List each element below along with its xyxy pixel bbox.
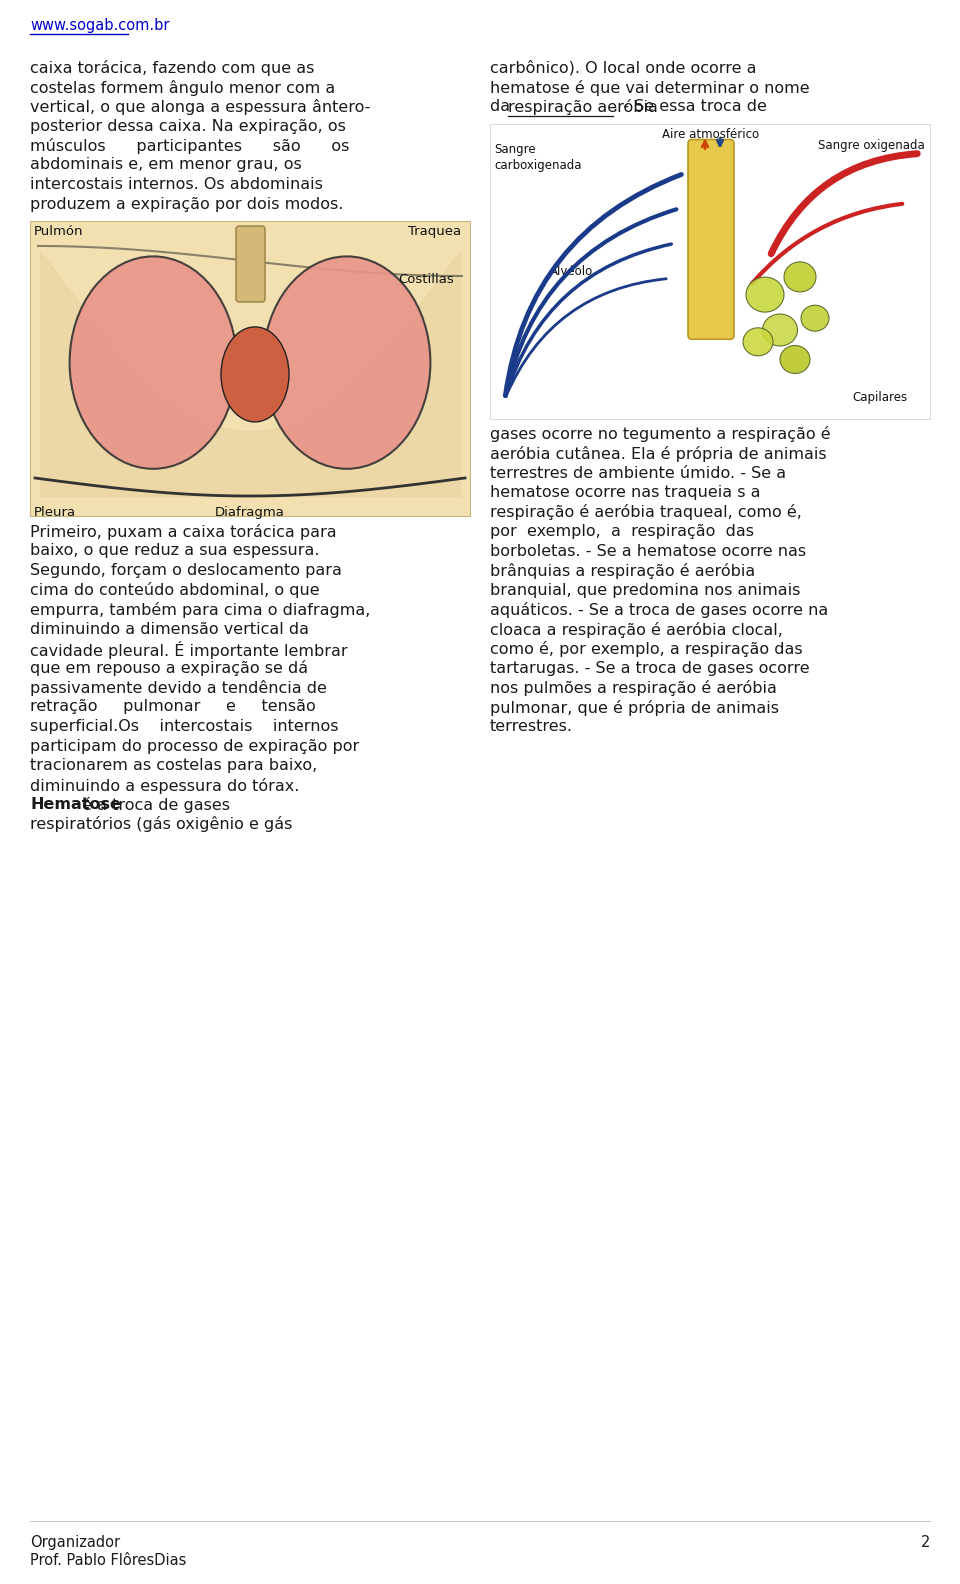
FancyBboxPatch shape xyxy=(30,222,470,516)
Text: Primeiro, puxam a caixa torácica para: Primeiro, puxam a caixa torácica para xyxy=(30,524,337,540)
Text: participam do processo de expiração por: participam do processo de expiração por xyxy=(30,738,359,754)
Text: Organizador: Organizador xyxy=(30,1535,120,1551)
Text: empurra, também para cima o diafragma,: empurra, também para cima o diafragma, xyxy=(30,602,371,618)
Ellipse shape xyxy=(762,314,798,345)
FancyBboxPatch shape xyxy=(236,227,265,303)
Text: hematose é que vai determinar o nome: hematose é que vai determinar o nome xyxy=(490,79,809,95)
Text: Alvéolo: Alvéolo xyxy=(550,265,593,279)
Text: por  exemplo,  a  respiração  das: por exemplo, a respiração das xyxy=(490,524,754,539)
Text: é a troca de gases: é a troca de gases xyxy=(77,797,229,813)
Text: pulmonar, que é própria de animais: pulmonar, que é própria de animais xyxy=(490,700,779,716)
Text: Capilares: Capilares xyxy=(852,391,907,404)
Text: Costillas: Costillas xyxy=(398,272,454,287)
Text: retração     pulmonar     e     tensão: retração pulmonar e tensão xyxy=(30,700,316,714)
Text: da: da xyxy=(490,98,516,114)
Text: cima do conteúdo abdominal, o que: cima do conteúdo abdominal, o que xyxy=(30,583,320,599)
Text: Diafragma: Diafragma xyxy=(215,505,285,520)
Text: Pulmón: Pulmón xyxy=(34,225,84,238)
Text: tracionarem as costelas para baixo,: tracionarem as costelas para baixo, xyxy=(30,759,317,773)
Text: branquial, que predomina nos animais: branquial, que predomina nos animais xyxy=(490,583,801,597)
Text: . - Se essa troca de: . - Se essa troca de xyxy=(612,98,766,114)
Text: diminuindo a dimensão vertical da: diminuindo a dimensão vertical da xyxy=(30,621,309,637)
Text: tartarugas. - Se a troca de gases ocorre: tartarugas. - Se a troca de gases ocorre xyxy=(490,661,809,675)
Ellipse shape xyxy=(743,328,773,356)
Ellipse shape xyxy=(221,326,289,421)
Text: produzem a expiração por dois modos.: produzem a expiração por dois modos. xyxy=(30,196,344,212)
Text: músculos      participantes      são      os: músculos participantes são os xyxy=(30,138,349,154)
Text: como é, por exemplo, a respiração das: como é, por exemplo, a respiração das xyxy=(490,642,803,657)
Text: borboletas. - Se a hematose ocorre nas: borboletas. - Se a hematose ocorre nas xyxy=(490,543,806,559)
Ellipse shape xyxy=(780,345,810,374)
Ellipse shape xyxy=(801,306,829,331)
Text: Aire atmosférico: Aire atmosférico xyxy=(662,127,759,141)
Text: Sangre oxigenada: Sangre oxigenada xyxy=(818,139,924,152)
Text: brânquias a respiração é aeróbia: brânquias a respiração é aeróbia xyxy=(490,562,756,580)
Text: terrestres.: terrestres. xyxy=(490,719,573,733)
Text: terrestres de ambiente úmido. - Se a: terrestres de ambiente úmido. - Se a xyxy=(490,466,786,480)
Ellipse shape xyxy=(263,257,430,469)
FancyBboxPatch shape xyxy=(490,124,930,418)
Text: respiração aeróbia: respiração aeróbia xyxy=(508,98,658,116)
Text: diminuindo a espessura do tórax.: diminuindo a espessura do tórax. xyxy=(30,778,300,794)
Text: intercostais internos. Os abdominais: intercostais internos. Os abdominais xyxy=(30,177,323,192)
Ellipse shape xyxy=(746,277,784,312)
Text: Pleura: Pleura xyxy=(34,505,76,520)
Text: cavidade pleural. É importante lembrar: cavidade pleural. É importante lembrar xyxy=(30,642,348,659)
Text: que em repouso a expiração se dá: que em repouso a expiração se dá xyxy=(30,661,308,676)
Text: aeróbia cutânea. Ela é própria de animais: aeróbia cutânea. Ela é própria de animai… xyxy=(490,447,827,463)
Text: superficial.Os    intercostais    internos: superficial.Os intercostais internos xyxy=(30,719,339,733)
Text: passivamente devido a tendência de: passivamente devido a tendência de xyxy=(30,680,326,695)
Text: aquáticos. - Se a troca de gases ocorre na: aquáticos. - Se a troca de gases ocorre … xyxy=(490,602,828,618)
Text: Sangre
carboxigenada: Sangre carboxigenada xyxy=(494,144,582,173)
Text: caixa torácica, fazendo com que as: caixa torácica, fazendo com que as xyxy=(30,60,314,76)
Text: Prof. Pablo FlôresDias: Prof. Pablo FlôresDias xyxy=(30,1552,186,1568)
Text: cloaca a respiração é aeróbia clocal,: cloaca a respiração é aeróbia clocal, xyxy=(490,621,782,637)
Ellipse shape xyxy=(784,261,816,291)
FancyBboxPatch shape xyxy=(688,139,734,339)
Ellipse shape xyxy=(70,257,237,469)
Text: costelas formem ângulo menor com a: costelas formem ângulo menor com a xyxy=(30,79,335,95)
Text: Traquea: Traquea xyxy=(408,225,461,238)
Text: abdominais e, em menor grau, os: abdominais e, em menor grau, os xyxy=(30,157,301,173)
Text: baixo, o que reduz a sua espessura.: baixo, o que reduz a sua espessura. xyxy=(30,543,320,559)
Text: respiração é aeróbia traqueal, como é,: respiração é aeróbia traqueal, como é, xyxy=(490,504,802,521)
Text: hematose ocorre nas traqueia s a: hematose ocorre nas traqueia s a xyxy=(490,485,760,501)
Text: Hematose: Hematose xyxy=(30,797,121,813)
Text: respiratórios (gás oxigênio e gás: respiratórios (gás oxigênio e gás xyxy=(30,816,293,833)
Text: Segundo, forçam o deslocamento para: Segundo, forçam o deslocamento para xyxy=(30,562,342,578)
Text: www.sogab.com.br: www.sogab.com.br xyxy=(30,17,170,33)
Text: vertical, o que alonga a espessura ântero-: vertical, o que alonga a espessura ânter… xyxy=(30,98,371,116)
Text: gases ocorre no tegumento a respiração é: gases ocorre no tegumento a respiração é xyxy=(490,426,830,442)
Text: posterior dessa caixa. Na expiração, os: posterior dessa caixa. Na expiração, os xyxy=(30,119,346,133)
Text: carbônico). O local onde ocorre a: carbônico). O local onde ocorre a xyxy=(490,60,756,76)
Text: nos pulmões a respiração é aeróbia: nos pulmões a respiração é aeróbia xyxy=(490,680,777,695)
Text: 2: 2 xyxy=(921,1535,930,1551)
